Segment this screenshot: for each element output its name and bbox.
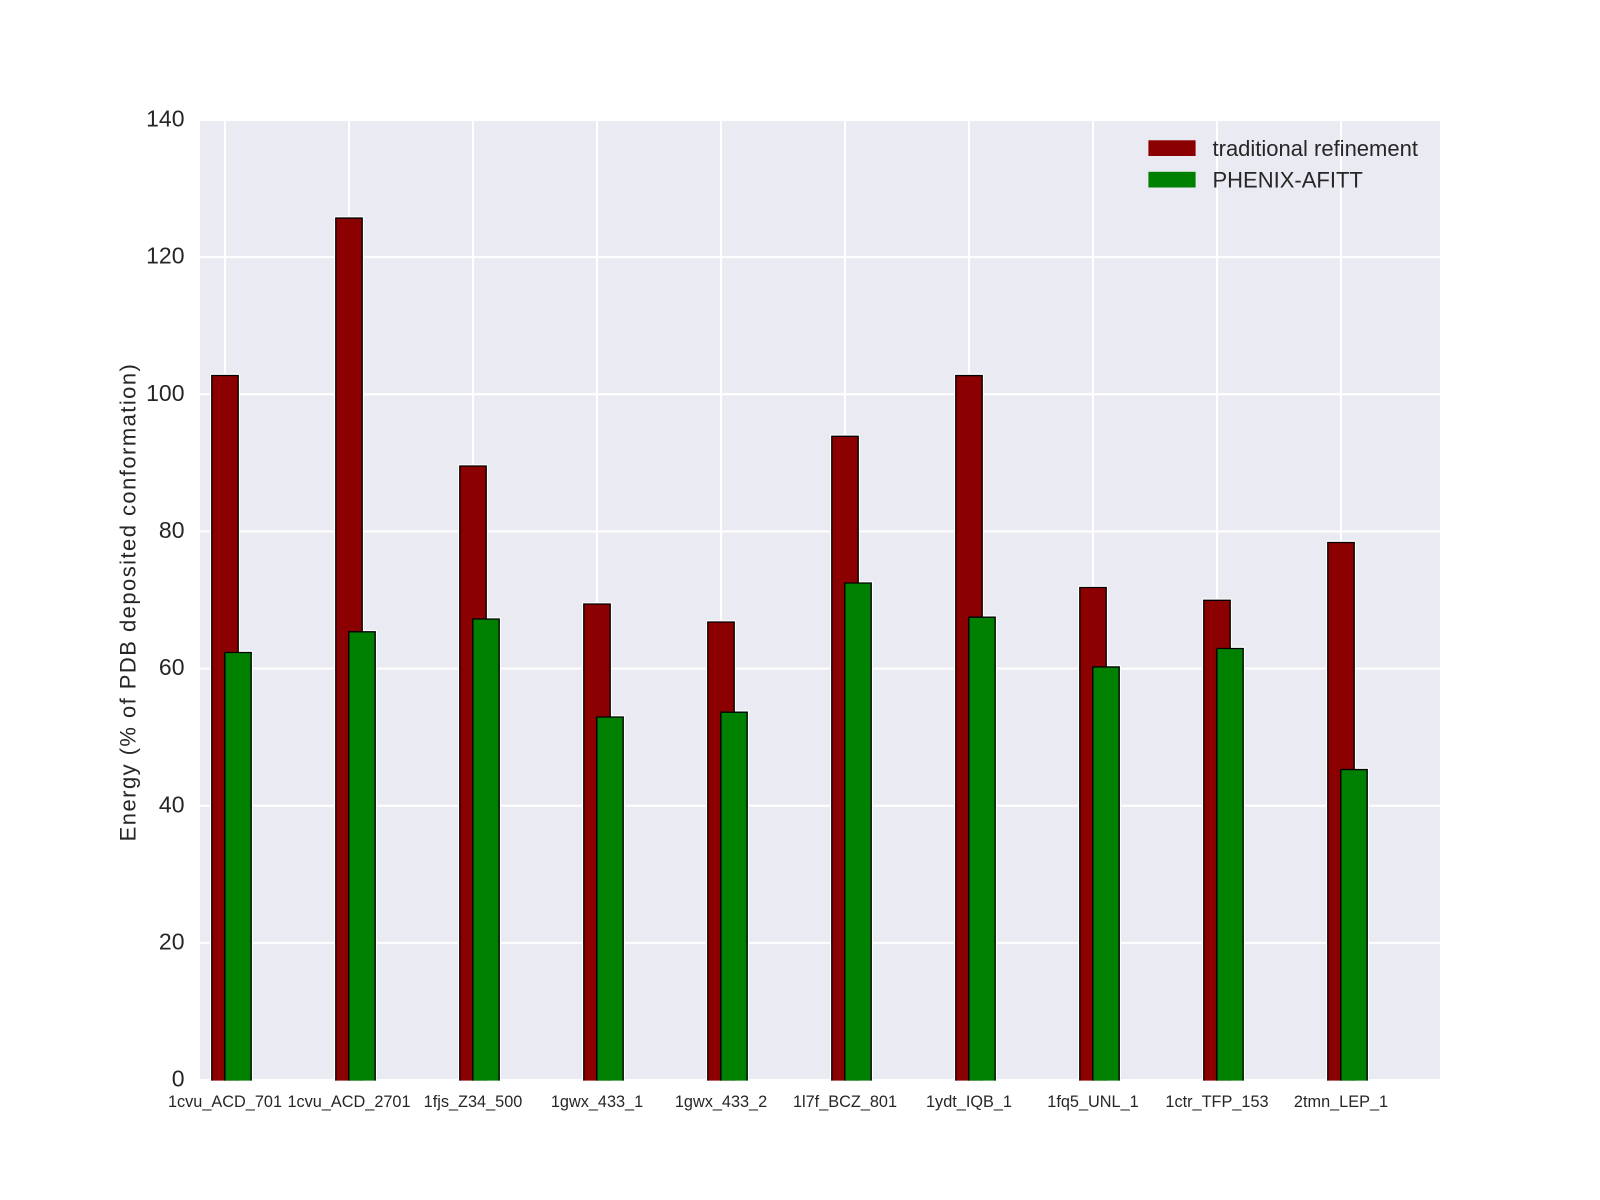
- svg-text:1fq5_UNL_1: 1fq5_UNL_1: [1047, 1093, 1138, 1111]
- svg-text:1gwx_433_1: 1gwx_433_1: [551, 1093, 643, 1111]
- svg-text:2tmn_LEP_1: 2tmn_LEP_1: [1294, 1093, 1388, 1111]
- svg-text:100: 100: [146, 380, 184, 406]
- svg-text:1l7f_BCZ_801: 1l7f_BCZ_801: [793, 1093, 897, 1111]
- svg-text:Energy (% of PDB deposited con: Energy (% of PDB deposited conformation): [116, 363, 141, 842]
- svg-text:1fjs_Z34_500: 1fjs_Z34_500: [424, 1093, 523, 1111]
- svg-text:1cvu_ACD_701: 1cvu_ACD_701: [168, 1093, 282, 1111]
- svg-text:140: 140: [146, 106, 184, 132]
- svg-text:1ydt_IQB_1: 1ydt_IQB_1: [926, 1093, 1012, 1111]
- svg-text:traditional refinement: traditional refinement: [1213, 136, 1418, 161]
- svg-text:40: 40: [159, 791, 185, 817]
- svg-text:80: 80: [159, 517, 185, 543]
- svg-text:PHENIX-AFITT: PHENIX-AFITT: [1213, 167, 1363, 192]
- svg-text:1ctr_TFP_153: 1ctr_TFP_153: [1165, 1093, 1268, 1111]
- svg-text:20: 20: [159, 928, 185, 954]
- svg-text:120: 120: [146, 243, 184, 269]
- svg-text:1gwx_433_2: 1gwx_433_2: [675, 1093, 767, 1111]
- svg-text:0: 0: [172, 1066, 185, 1092]
- svg-text:1cvu_ACD_2701: 1cvu_ACD_2701: [287, 1093, 410, 1111]
- svg-text:60: 60: [159, 654, 185, 680]
